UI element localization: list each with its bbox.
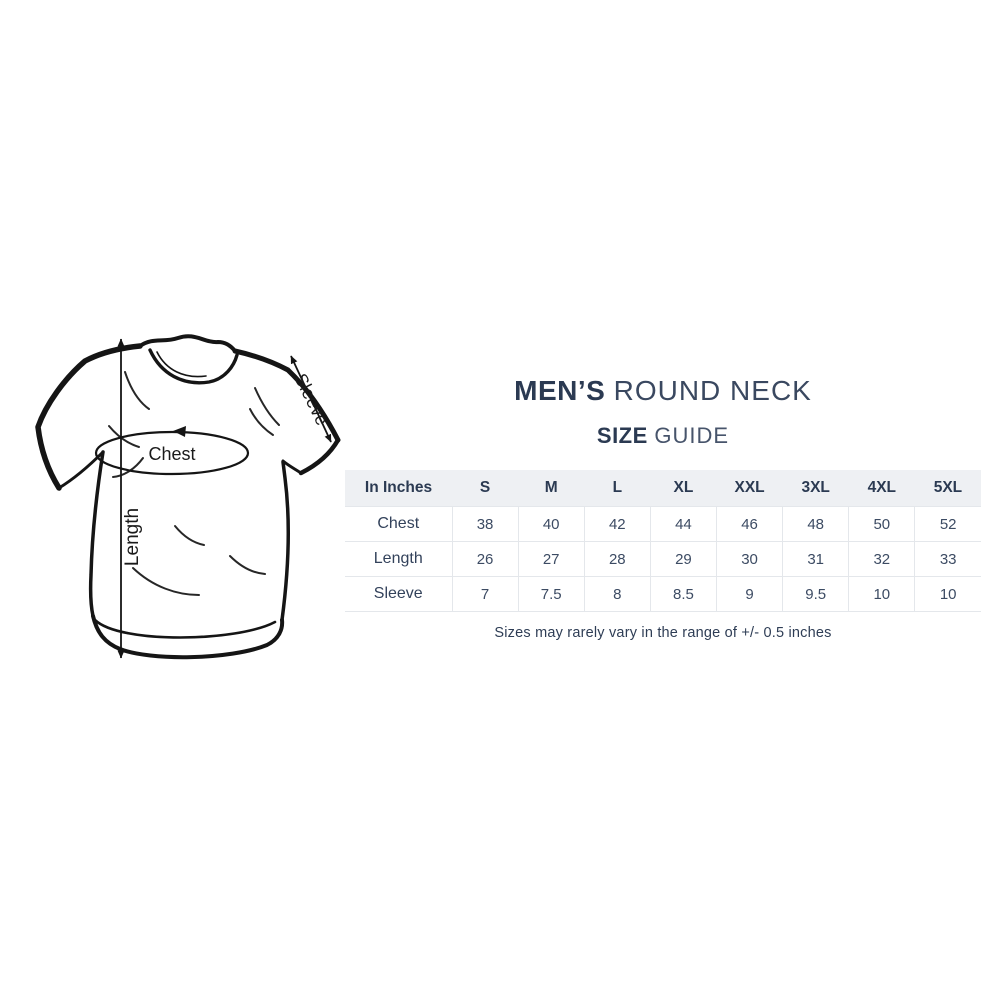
chest-ellipse — [94, 430, 250, 476]
size-column-header: XXL — [716, 470, 783, 507]
size-cell: 8 — [583, 576, 651, 612]
size-cell: 38 — [451, 506, 519, 542]
size-column-header: S — [452, 470, 519, 507]
size-cell: 30 — [715, 541, 784, 577]
page-subtitle-light: GUIDE — [654, 423, 730, 448]
size-cell: 9.5 — [782, 576, 850, 612]
measurement-row-label: Chest — [345, 506, 453, 542]
sleeve-arrow — [290, 355, 332, 443]
size-guide-panel: MEN’S ROUND NECK SIZE GUIDE In Inches S … — [345, 376, 981, 641]
size-cell: 50 — [848, 506, 916, 542]
size-cell: 28 — [583, 541, 651, 577]
size-cell: 8.5 — [649, 576, 718, 612]
size-cell: 32 — [848, 541, 916, 577]
page-subtitle-bold: SIZE — [596, 423, 648, 448]
size-cell: 26 — [451, 541, 519, 577]
size-column-header: L — [584, 470, 651, 507]
table-row-sleeve: Sleeve 7 7.5 8 8.5 9 9.5 10 10 — [345, 576, 981, 612]
size-cell: 27 — [517, 541, 585, 577]
tshirt-line-art: Chest Length Sleeve — [35, 334, 341, 660]
size-column-header: XL — [650, 470, 717, 507]
tshirt-measurement-diagram: Chest Length Sleeve — [25, 330, 365, 675]
size-cell: 40 — [517, 506, 585, 542]
size-cell: 9 — [715, 576, 784, 612]
chest-label: Chest — [148, 444, 195, 464]
length-label: Length — [122, 508, 143, 566]
page-subtitle: SIZE GUIDE — [345, 423, 981, 449]
size-table-header-row: In Inches S M L XL XXL 3XL 4XL 5XL — [345, 470, 981, 507]
size-cell: 52 — [914, 506, 981, 542]
size-variance-note: Sizes may rarely vary in the range of +/… — [494, 625, 832, 641]
size-cell: 7.5 — [517, 576, 585, 612]
size-cell: 7 — [451, 576, 519, 612]
size-cell: 44 — [649, 506, 718, 542]
size-column-header: M — [518, 470, 585, 507]
measurement-row-label: Length — [345, 541, 453, 577]
table-row-length: Length 26 27 28 29 30 31 32 33 — [345, 541, 981, 577]
chest-arrowhead — [173, 426, 186, 437]
size-cell: 46 — [715, 506, 784, 542]
size-cell: 42 — [583, 506, 651, 542]
size-cell: 10 — [914, 576, 981, 612]
page-title: MEN’S ROUND NECK — [345, 376, 981, 406]
size-cell: 29 — [649, 541, 718, 577]
measurement-row-label: Sleeve — [345, 576, 453, 612]
page-title-light: ROUND NECK — [613, 375, 812, 406]
size-table: In Inches S M L XL XXL 3XL 4XL 5XL Chest… — [345, 470, 981, 612]
unit-header-cell: In Inches — [345, 470, 452, 507]
size-column-header: 4XL — [848, 470, 915, 507]
sleeve-label: Sleeve — [290, 370, 332, 428]
size-cell: 48 — [782, 506, 850, 542]
size-cell: 10 — [848, 576, 916, 612]
size-cell: 33 — [914, 541, 981, 577]
size-column-header: 3XL — [782, 470, 849, 507]
size-column-header: 5XL — [914, 470, 981, 507]
size-cell: 31 — [782, 541, 850, 577]
table-row-chest: Chest 38 40 42 44 46 48 50 52 — [345, 506, 981, 542]
page-title-bold: MEN’S — [514, 375, 606, 406]
